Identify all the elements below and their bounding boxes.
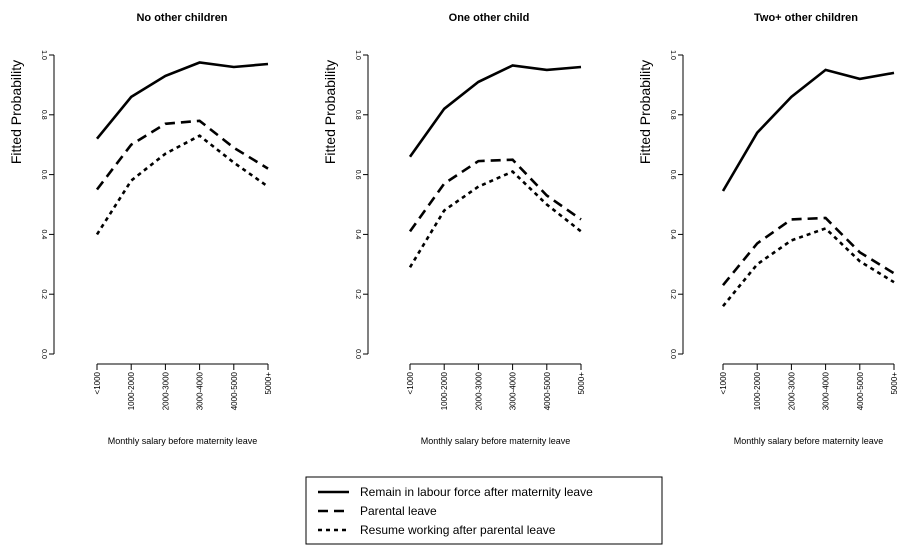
x-tick-label: 3000-4000 [822,371,831,410]
panel-title: No other children [136,12,227,24]
x-axis-label: Monthly salary before maternity leave [734,436,884,446]
y-tick-label: 1.0 [40,50,47,60]
y-tick-label: 0.8 [40,110,47,120]
x-tick-label: 1000-2000 [127,371,136,410]
y-tick-label: 0.8 [354,110,361,120]
y-tick-label: 0.0 [669,349,676,359]
x-tick-label: 4000-5000 [543,371,552,410]
x-tick-label: 2000-3000 [787,371,796,410]
y-axis-label: Fitted Probability [322,60,338,164]
x-tick-label: 1000-2000 [440,371,449,410]
x-tick-label: 5000+ [890,372,899,395]
legend-label: Resume working after parental leave [360,523,556,537]
chart-panel-1: No other children 0.0 0.2 0.4 0.6 0.8 1.0 Fitte… [8,12,273,446]
y-tick-label: 0.4 [354,230,361,240]
x-tick-label: 5000+ [264,372,273,395]
series-line-dotted [95,134,269,236]
y-tick-label: 0.2 [354,289,361,299]
y-axis-label: Fitted Probability [8,60,24,164]
chart-panel-3: Two+ other children 0.0 0.2 0.4 0.6 0.8 1.0 Fit… [637,12,899,446]
legend-label: Remain in labour force after maternity l… [360,485,593,499]
series-line-dashed [95,119,269,191]
y-tick-label: 0.6 [354,170,361,180]
series-line-dotted [408,170,582,268]
y-tick-label: 0.6 [40,170,47,180]
x-tick-label: 4000-5000 [856,371,865,410]
x-tick-label: 2000-3000 [474,371,483,410]
y-tick-label: 0.0 [40,349,47,359]
series-line-dashed [408,158,582,233]
x-tick-label: 3000-4000 [196,371,205,410]
x-tick-label: <1000 [719,371,728,394]
x-tick-label: 2000-3000 [161,371,170,410]
y-tick-label: 0.4 [669,230,676,240]
y-tick-label: 0.4 [40,230,47,240]
x-axis-label: Monthly salary before maternity leave [108,436,258,446]
chart-panel-2: One other child 0.0 0.2 0.4 0.6 0.8 1.0 Fitted … [322,12,586,446]
panel-title: Two+ other children [754,12,858,24]
y-tick-label: 0.6 [669,170,676,180]
series-line-solid [721,68,895,192]
x-tick-label: 3000-4000 [509,371,518,410]
series-line-dotted [721,226,895,308]
y-tick-label: 0.2 [40,289,47,299]
legend-label: Parental leave [360,504,437,518]
series-line-solid [95,61,269,140]
y-tick-label: 0.0 [354,349,361,359]
x-tick-label: 1000-2000 [753,371,762,410]
legend: Remain in labour force after maternity l… [305,476,663,545]
y-tick-label: 1.0 [354,50,361,60]
x-tick-label: 4000-5000 [230,371,239,410]
legend-box [305,476,663,545]
y-tick-label: 0.8 [669,110,676,120]
x-tick-label: 5000+ [577,372,586,395]
series-line-dashed [721,216,895,287]
x-tick-label: <1000 [93,371,102,394]
y-tick-label: 1.0 [669,50,676,60]
y-tick-label: 0.2 [669,289,676,299]
panel-title: One other child [449,12,530,24]
x-axis-label: Monthly salary before maternity leave [421,436,571,446]
y-axis-label: Fitted Probability [637,60,653,164]
series-line-solid [408,64,582,158]
x-tick-label: <1000 [406,371,415,394]
